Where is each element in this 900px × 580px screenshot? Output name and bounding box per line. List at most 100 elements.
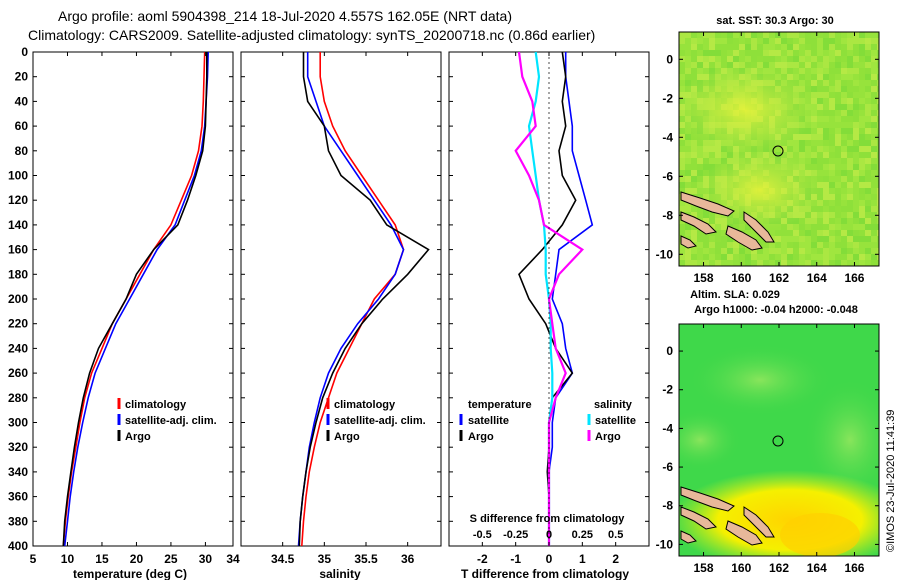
sst-cell [859,44,865,50]
sst-cell [859,50,865,56]
map-y-tick-label: -10 [656,247,674,261]
sst-cell [859,200,865,206]
sst-cell [715,44,721,50]
sst-cell [769,44,775,50]
sst-cell [679,170,685,176]
sst-cell [865,86,871,92]
sst-cell [835,62,841,68]
sst-cell [841,56,847,62]
sst-cell [865,44,871,50]
sst-cell [703,242,709,248]
sst-cell [847,260,853,266]
sst-cell [847,248,853,254]
sst-cell [841,212,847,218]
sst-cell [871,110,877,116]
map-x-tick-label: 160 [731,561,751,575]
sst-cell [679,50,685,56]
sst-cell [733,38,739,44]
sst-cell [697,170,703,176]
sst-cell [817,242,823,248]
sst-cell [871,122,877,128]
sst-cell [763,38,769,44]
sst-cell [829,236,835,242]
sst-cell [835,80,841,86]
sst-cell [727,152,733,158]
sst-cell [691,230,697,236]
s-tick-label: -0.5 [473,529,492,541]
sst-cell [727,242,733,248]
sst-cell [721,254,727,260]
x-tick-label: 2 [612,552,619,566]
s-tick-label: 0.25 [572,529,593,541]
sst-cell [835,164,841,170]
sst-cell [865,68,871,74]
temperature-xlabel: temperature (deg C) [73,567,187,580]
sst-cell [781,146,787,152]
sst-cell [685,50,691,56]
sst-cell [679,164,685,170]
sst-cell [829,56,835,62]
sst-cell [685,158,691,164]
sst-cell [811,254,817,260]
sst-cell [799,224,805,230]
sst-cell [847,230,853,236]
sst-cell [679,146,685,152]
sst-cell [877,182,879,188]
sst-cell [721,50,727,56]
x-tick-label: 36 [401,552,415,566]
sst-cell [715,158,721,164]
sst-cell [805,236,811,242]
sst-cell [691,140,697,146]
sst-cell [835,110,841,116]
sst-cell [829,152,835,158]
sst-cell [859,182,865,188]
sst-cell [787,44,793,50]
sst-cell [823,146,829,152]
sst-cell [853,158,859,164]
sst-cell [799,260,805,266]
sst-cell [823,236,829,242]
sst-cell [871,86,877,92]
sst-cell [823,158,829,164]
sst-cell [745,62,751,68]
sst-cell [805,68,811,74]
sst-cell [727,62,733,68]
sst-cell [817,236,823,242]
sst-cell [859,140,865,146]
sst-cell [865,242,871,248]
sst-cell [703,62,709,68]
sst-cell [835,212,841,218]
sst-cell [853,170,859,176]
sst-cell [847,110,853,116]
sst-cell [865,134,871,140]
sst-cell [877,32,879,38]
sst-cell [691,248,697,254]
legend-t-satellite: satellite [468,415,509,427]
sst-cell [697,236,703,242]
header-line-2: Climatology: CARS2009. Satellite-adjuste… [28,27,595,43]
sst-cell [817,248,823,254]
sst-cell [871,128,877,134]
sst-cell [817,116,823,122]
map-y-tick-label: -10 [656,537,674,551]
sst-cell [835,50,841,56]
sst-cell [691,146,697,152]
sst-cell [709,248,715,254]
sst-cell [811,50,817,56]
sst-cell [817,32,823,38]
sst-cell [751,230,757,236]
sst-cell [871,146,877,152]
sst-cell [865,32,871,38]
sst-cell [685,254,691,260]
salinity-plot-frame [240,51,442,547]
sst-cell [847,242,853,248]
sst-cell [769,260,775,266]
sst-cell [787,224,793,230]
sst-cell [829,38,835,44]
sst-cell [859,176,865,182]
sst-cell [871,176,877,182]
sst-cell [751,32,757,38]
sst-cell [865,74,871,80]
sst-cell [871,38,877,44]
legend-argo: Argo [334,431,360,443]
